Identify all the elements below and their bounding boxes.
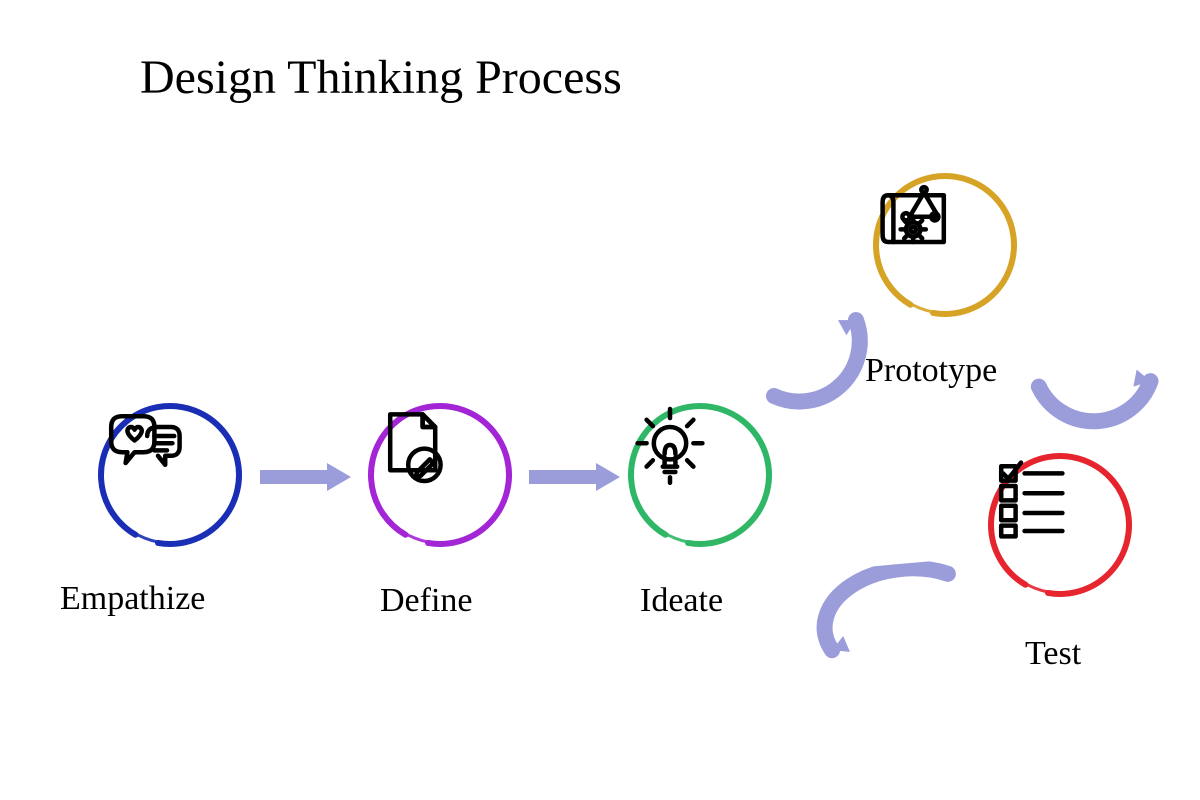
arrow-prototype-to-test	[1016, 304, 1174, 463]
node-ring-ideate	[625, 400, 775, 550]
arrow-ideate-to-prototype	[760, 300, 870, 415]
node-ring-empathize	[95, 400, 245, 550]
node-label-define: Define	[380, 582, 473, 620]
arrow-define-to-ideate	[527, 452, 622, 507]
node-label-test: Test	[1025, 635, 1081, 673]
node-label-empathize: Empathize	[60, 580, 205, 618]
blueprint-icon	[870, 170, 1020, 320]
node-label-ideate: Ideate	[640, 582, 723, 620]
node-ring-test	[985, 450, 1135, 600]
document-pencil-icon	[365, 400, 515, 550]
node-ring-prototype	[870, 170, 1020, 320]
checklist-icon	[985, 450, 1135, 600]
node-label-prototype: Prototype	[865, 352, 997, 390]
speech-heart-icon	[95, 400, 245, 550]
arrow-empathize-to-define	[258, 452, 353, 507]
lightbulb-icon	[625, 400, 775, 550]
node-test	[985, 450, 1135, 600]
node-empathize	[95, 400, 245, 550]
node-prototype	[870, 170, 1020, 320]
node-ring-define	[365, 400, 515, 550]
arrow-test-to-ideate	[811, 554, 970, 672]
node-ideate	[625, 400, 775, 550]
node-define	[365, 400, 515, 550]
diagram-title: Design Thinking Process	[140, 50, 622, 105]
